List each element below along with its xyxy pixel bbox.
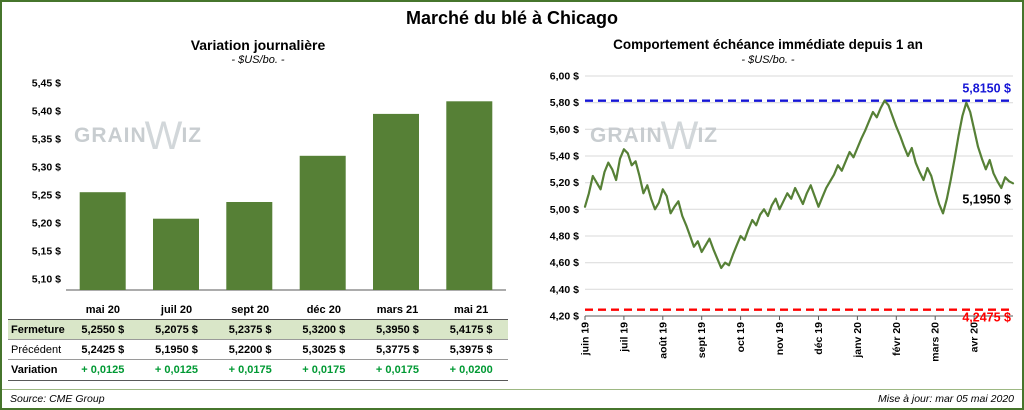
table-row-fermeture: Fermeture 5,2550 $ 5,2075 $ 5,2375 $ 5,3200 … bbox=[8, 320, 508, 340]
precedent-value-cell: 5,2200 $ bbox=[228, 343, 272, 356]
row-label-variation: Variation bbox=[11, 364, 58, 376]
threshold-label: 5,8150 $ bbox=[962, 82, 1011, 96]
precedent-value-cell: 5,3775 $ bbox=[376, 343, 419, 356]
price-table-header: mai 20 juil 20 sept 20 déc 20 mars 21 mai 21 bbox=[8, 300, 508, 320]
line-y-tick-label: 6,00 $ bbox=[550, 71, 579, 83]
line-y-tick-label: 5,80 $ bbox=[550, 97, 579, 109]
variation-value-cell: + 0,0125 bbox=[154, 364, 199, 376]
page-title: Marché du blé à Chicago bbox=[405, 8, 619, 28]
precedent-value-cell: 5,1950 $ bbox=[155, 343, 198, 356]
bar bbox=[79, 192, 126, 290]
daily-variation-bar-chart: 5,45 $ 5,40 $ 5,35 $ 5,30 $ 5,25 $ 5,20 $ 5,15… bbox=[32, 78, 506, 291]
last-price-label: 5,1950 $ bbox=[962, 192, 1011, 206]
line-x-tick-label: mars 20 bbox=[930, 322, 942, 362]
precedent-value-cell: 5,3975 $ bbox=[449, 343, 493, 356]
variation-value-cell: + 0,0125 bbox=[81, 364, 125, 376]
month-header-cell: mai 20 bbox=[85, 303, 120, 316]
month-header-cell: sept 20 bbox=[231, 303, 270, 316]
bar-y-tick-label: 5,30 $ bbox=[32, 162, 61, 174]
month-header-cell: juil 20 bbox=[160, 303, 193, 316]
variation-value-cell: + 0,0175 bbox=[228, 364, 272, 376]
line-x-tick-label: févr 20 bbox=[891, 322, 903, 356]
bar-y-tick-label: 5,25 $ bbox=[32, 190, 61, 202]
bar-chart-subtitle: - $US/bo. - bbox=[231, 54, 285, 66]
row-label-fermeture: Fermeture bbox=[11, 323, 65, 336]
table-row-precedent: Précédent 5,2425 $ 5,1950 $ 5,2200 $ 5,3025 … bbox=[8, 340, 508, 360]
line-y-tick-label: 4,20 $ bbox=[550, 311, 579, 323]
one-year-panel: Comportement échéance immédiate depuis 1… bbox=[516, 36, 1020, 390]
variation-value-cell: + 0,0175 bbox=[375, 364, 420, 376]
line-y-tick-label: 5,60 $ bbox=[550, 124, 579, 136]
line-chart-title: Comportement échéance immédiate depuis 1… bbox=[613, 37, 923, 52]
price-series-line bbox=[583, 99, 1015, 270]
line-x-tick-label: déc 19 bbox=[813, 322, 825, 355]
line-y-tick-label: 5,40 $ bbox=[550, 151, 579, 163]
line-x-tick-label: juil 19 bbox=[618, 322, 630, 353]
bar-y-tick-label: 5,20 $ bbox=[32, 217, 61, 229]
line-x-tick-label: janv 20 bbox=[852, 322, 864, 359]
fermeture-value-cell: 5,2075 $ bbox=[155, 323, 198, 336]
table-row-variation: Variation + 0,0125 + 0,0125 + 0,0175 + 0,017… bbox=[8, 360, 508, 381]
price-table: mai 20 juil 20 sept 20 déc 20 mars 21 mai 21 F… bbox=[8, 300, 508, 381]
threshold-label: 4,2475 $ bbox=[962, 311, 1011, 325]
bar-y-tick-label: 5,15 $ bbox=[32, 245, 61, 257]
month-header-cell: déc 20 bbox=[306, 303, 341, 316]
bar bbox=[226, 202, 273, 290]
daily-variation-panel: Variation journalière - $US/bo. - 5,45 $… bbox=[8, 36, 508, 381]
line-x-tick-label: août 19 bbox=[657, 322, 669, 359]
month-header-cell: mai 21 bbox=[454, 303, 489, 316]
line-x-tick-label: nov 19 bbox=[774, 322, 786, 355]
bar-y-tick-label: 5,35 $ bbox=[32, 134, 61, 146]
line-y-tick-label: 5,20 $ bbox=[550, 177, 579, 189]
variation-value-cell: + 0,0200 bbox=[449, 364, 493, 376]
bar bbox=[153, 218, 199, 290]
line-x-tick-label: juin 19 bbox=[580, 322, 592, 356]
precedent-value-cell: 5,3025 $ bbox=[302, 343, 346, 356]
line-x-tick-label: oct 19 bbox=[735, 322, 747, 353]
line-x-tick-label: avr 20 bbox=[969, 322, 981, 353]
variation-value-cell: + 0,0175 bbox=[302, 364, 346, 376]
source-label: Source: CME Group bbox=[10, 393, 105, 405]
bar bbox=[446, 101, 493, 290]
fermeture-value-cell: 5,3950 $ bbox=[376, 323, 419, 336]
fermeture-value-cell: 5,3200 $ bbox=[302, 323, 346, 336]
one-year-line-chart: 6,00 $ 5,80 $ 5,60 $ 5,40 $ 5,20 $ 5,00 $ 4,80… bbox=[550, 71, 1015, 362]
line-y-tick-label: 4,80 $ bbox=[550, 231, 579, 243]
bar-chart-title: Variation journalière bbox=[190, 37, 326, 53]
line-y-tick-label: 4,60 $ bbox=[550, 257, 579, 269]
row-label-precedent: Précédent bbox=[11, 343, 62, 356]
line-chart-subtitle: - $US/bo. - bbox=[741, 54, 795, 66]
fermeture-value-cell: 5,2375 $ bbox=[228, 323, 272, 336]
fermeture-value-cell: 5,2550 $ bbox=[81, 323, 125, 336]
bar bbox=[373, 113, 419, 291]
line-y-tick-label: 4,40 $ bbox=[550, 284, 579, 296]
bar-y-tick-label: 5,10 $ bbox=[32, 273, 61, 285]
updated-label: Mise à jour: mar 05 mai 2020 bbox=[878, 393, 1014, 405]
month-header-cell: mars 21 bbox=[376, 303, 419, 316]
precedent-value-cell: 5,2425 $ bbox=[81, 343, 125, 356]
bar bbox=[299, 155, 346, 290]
bar-y-tick-label: 5,45 $ bbox=[32, 78, 61, 90]
fermeture-value-cell: 5,4175 $ bbox=[449, 323, 493, 336]
footer-bar: Source: CME Group Mise à jour: mar 05 ma… bbox=[2, 389, 1022, 408]
line-x-tick-label: sept 19 bbox=[696, 322, 708, 358]
bar-y-tick-label: 5,40 $ bbox=[32, 106, 61, 118]
line-y-tick-label: 5,00 $ bbox=[550, 204, 579, 216]
